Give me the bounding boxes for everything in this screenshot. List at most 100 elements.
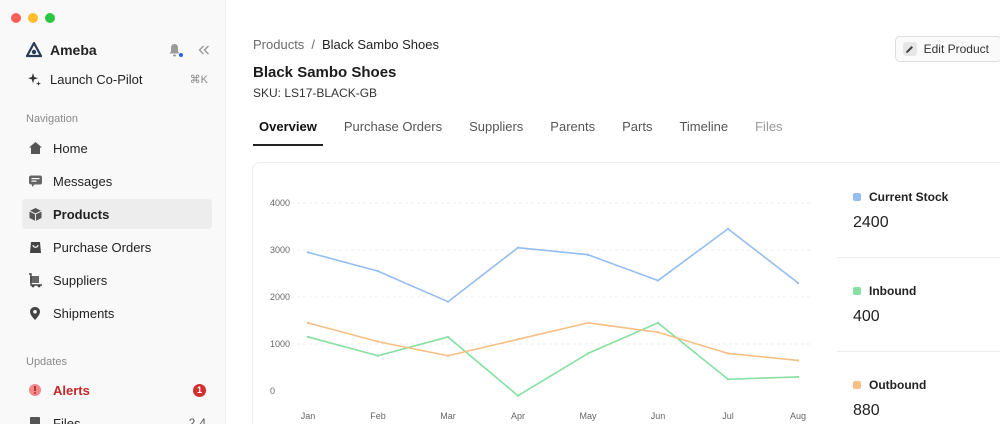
tab-suppliers[interactable]: Suppliers — [469, 119, 524, 134]
y-tick-label: 3000 — [270, 245, 290, 255]
tab-parts[interactable]: Parts — [622, 119, 653, 134]
data-point-inbound — [306, 335, 310, 339]
series-line-outbound — [307, 322, 799, 362]
edit-product-label: Edit Product — [923, 42, 989, 56]
inventory-line-chart: 4000 3000 2000 1000 0 Jan Feb Mar Apr May Jun Jul Au… — [270, 198, 813, 421]
y-tick-label: 1000 — [270, 339, 290, 349]
stat-label: Outbound — [869, 378, 927, 392]
updates-section-label: Updates — [26, 356, 67, 368]
alert-icon — [27, 382, 43, 398]
breadcrumb-products-link[interactable]: Products — [253, 37, 305, 52]
tab-purchase-orders[interactable]: Purchase Orders — [343, 119, 443, 134]
files-icon — [27, 415, 43, 424]
stat-divider — [837, 351, 1000, 352]
y-tick-label: 4000 — [270, 198, 290, 208]
x-tick-label: Mar — [440, 411, 456, 421]
sidebar-item-label: Home — [53, 140, 88, 156]
data-point-current-stock — [376, 269, 380, 273]
outbound-swatch — [853, 381, 861, 389]
sidebar-item-label: Shipments — [53, 305, 115, 321]
data-point-outbound — [726, 352, 730, 355]
edit-product-button[interactable]: Edit Product — [894, 36, 1000, 62]
sparkle-icon — [26, 71, 42, 87]
data-point-current-stock — [446, 300, 450, 303]
data-point-inbound — [796, 375, 800, 379]
data-point-outbound — [376, 340, 380, 343]
stat-current-stock: Current Stock 2400 — [837, 163, 1000, 257]
y-tick-label: 2000 — [270, 292, 290, 302]
stat-label-row: Outbound — [853, 378, 1000, 392]
navigation-section-label: Navigation — [26, 113, 78, 125]
alerts-count-badge: 1 — [193, 383, 206, 397]
collapse-sidebar-icon[interactable] — [196, 42, 212, 58]
inbound-swatch — [853, 287, 861, 295]
sidebar-item-purchase-orders[interactable]: Purchase Orders — [22, 232, 212, 262]
data-point-current-stock — [586, 253, 590, 256]
product-sku: SKU: LS17-BLACK-GB — [253, 86, 378, 100]
sidebar-item-messages[interactable]: Messages — [22, 166, 212, 196]
minimize-window-button[interactable] — [28, 13, 38, 23]
sidebar-item-products[interactable]: Products — [22, 199, 212, 229]
breadcrumb-current: Black Sambo Shoes — [321, 37, 440, 52]
launch-copilot-button[interactable]: Launch Co-Pilot ⌘K — [26, 71, 208, 87]
notifications-bell-icon[interactable] — [166, 42, 184, 58]
data-point-inbound — [726, 378, 730, 381]
sidebar-item-shipments[interactable]: Shipments — [22, 298, 212, 328]
notification-dot — [178, 52, 184, 58]
app-name: Ameba — [50, 42, 97, 58]
x-tick-label: Jul — [722, 411, 734, 421]
stat-label: Inbound — [869, 284, 917, 298]
stat-value: 400 — [853, 308, 880, 325]
data-point-current-stock — [516, 246, 520, 249]
data-point-outbound — [656, 331, 660, 334]
maximize-window-button[interactable] — [45, 13, 55, 23]
data-point-inbound — [516, 394, 520, 397]
x-tick-label: Jun — [651, 411, 666, 421]
breadcrumb: Products / Black Sambo Shoes — [253, 37, 439, 52]
stat-inbound: Inbound 400 — [837, 257, 1000, 351]
sidebar-item-files[interactable]: Files 2 4 — [22, 408, 212, 424]
data-point-outbound — [446, 354, 450, 357]
sidebar-item-label: Files — [53, 415, 81, 424]
data-point-outbound — [516, 338, 520, 341]
data-point-current-stock — [796, 281, 800, 285]
messages-icon — [27, 173, 43, 189]
x-tick-label: May — [579, 411, 597, 421]
tab-parents[interactable]: Parents — [550, 119, 596, 134]
data-point-current-stock — [656, 279, 660, 282]
copilot-label: Launch Co-Pilot — [50, 71, 143, 87]
sidebar-item-home[interactable]: Home — [22, 133, 212, 163]
stat-value: 2400 — [853, 214, 889, 231]
x-tick-label: Jan — [301, 411, 316, 421]
window-controls — [11, 13, 55, 23]
page-title: Black Sambo Shoes — [253, 64, 397, 81]
sidebar-item-label: Purchase Orders — [53, 239, 152, 255]
pencil-icon — [902, 42, 917, 56]
sidebar-item-label: Messages — [53, 173, 113, 189]
data-point-inbound — [376, 354, 380, 357]
current-stock-swatch — [853, 193, 861, 201]
data-point-inbound — [446, 335, 450, 339]
sidebar-item-label: Alerts — [53, 382, 90, 398]
stat-label: Current Stock — [869, 190, 949, 204]
suppliers-icon — [27, 272, 43, 288]
sidebar-item-label: Products — [53, 206, 110, 222]
products-icon — [27, 206, 43, 222]
sidebar-item-suppliers[interactable]: Suppliers — [22, 265, 212, 295]
y-tick-label: 0 — [270, 386, 275, 396]
tab-timeline[interactable]: Timeline — [679, 119, 729, 134]
stat-label-row: Current Stock — [853, 190, 1000, 204]
stat-label-row: Inbound — [853, 284, 1000, 298]
close-window-button[interactable] — [11, 13, 21, 23]
sidebar-item-label: Suppliers — [53, 272, 108, 288]
brand[interactable]: Ameba — [26, 42, 97, 58]
sidebar-item-alerts[interactable]: Alerts 1 — [22, 375, 212, 405]
series-line-current-stock — [307, 228, 799, 303]
files-count-b: 4 — [199, 416, 206, 424]
files-counts: 2 4 — [189, 416, 206, 424]
tab-files[interactable]: Files — [755, 119, 783, 134]
main-content: Products / Black Sambo Shoes Edit Produc… — [226, 0, 1000, 424]
shipments-icon — [27, 305, 43, 321]
data-point-outbound — [796, 359, 800, 362]
tab-overview[interactable]: Overview — [253, 112, 323, 146]
